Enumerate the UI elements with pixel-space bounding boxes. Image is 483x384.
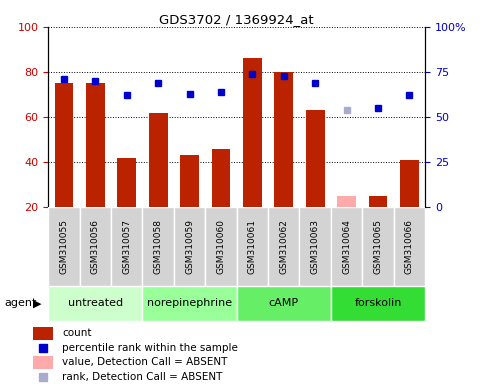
Bar bbox=[274, 72, 293, 207]
Text: rank, Detection Call = ABSENT: rank, Detection Call = ABSENT bbox=[62, 372, 223, 382]
Text: GSM310055: GSM310055 bbox=[59, 219, 69, 274]
Bar bbox=[48, 286, 142, 321]
Text: GSM310066: GSM310066 bbox=[405, 219, 414, 274]
Bar bbox=[306, 110, 325, 207]
Text: forskolin: forskolin bbox=[354, 298, 402, 308]
Text: GSM310064: GSM310064 bbox=[342, 219, 351, 274]
Bar bbox=[55, 83, 73, 207]
Bar bbox=[80, 207, 111, 286]
Bar bbox=[362, 207, 394, 286]
Text: GSM310058: GSM310058 bbox=[154, 219, 163, 274]
Bar bbox=[142, 286, 237, 321]
Bar bbox=[149, 113, 168, 207]
Text: GSM310061: GSM310061 bbox=[248, 219, 257, 274]
Bar bbox=[86, 83, 105, 207]
Bar bbox=[212, 149, 230, 207]
Bar bbox=[33, 327, 54, 339]
Bar bbox=[48, 207, 80, 286]
Bar bbox=[237, 207, 268, 286]
Text: cAMP: cAMP bbox=[269, 298, 299, 308]
Bar bbox=[394, 207, 425, 286]
Bar bbox=[331, 207, 362, 286]
Bar bbox=[331, 286, 425, 321]
Bar bbox=[33, 356, 54, 369]
Bar bbox=[180, 156, 199, 207]
Text: GSM310056: GSM310056 bbox=[91, 219, 100, 274]
Text: GSM310059: GSM310059 bbox=[185, 219, 194, 274]
Bar bbox=[243, 58, 262, 207]
Title: GDS3702 / 1369924_at: GDS3702 / 1369924_at bbox=[159, 13, 314, 26]
Bar bbox=[369, 196, 387, 207]
Bar bbox=[117, 158, 136, 207]
Bar bbox=[174, 207, 205, 286]
Text: untreated: untreated bbox=[68, 298, 123, 308]
Bar bbox=[400, 160, 419, 207]
Text: value, Detection Call = ABSENT: value, Detection Call = ABSENT bbox=[62, 358, 227, 367]
Bar bbox=[142, 207, 174, 286]
Text: ▶: ▶ bbox=[33, 298, 42, 308]
Text: GSM310060: GSM310060 bbox=[216, 219, 226, 274]
Text: agent: agent bbox=[5, 298, 37, 308]
Text: GSM310057: GSM310057 bbox=[122, 219, 131, 274]
Text: count: count bbox=[62, 328, 92, 338]
Bar bbox=[237, 286, 331, 321]
Bar bbox=[299, 207, 331, 286]
Text: percentile rank within the sample: percentile rank within the sample bbox=[62, 343, 238, 353]
Text: GSM310063: GSM310063 bbox=[311, 219, 320, 274]
Bar bbox=[337, 196, 356, 207]
Bar bbox=[205, 207, 237, 286]
Bar bbox=[111, 207, 142, 286]
Text: GSM310065: GSM310065 bbox=[373, 219, 383, 274]
Bar bbox=[268, 207, 299, 286]
Text: GSM310062: GSM310062 bbox=[279, 219, 288, 274]
Text: norepinephrine: norepinephrine bbox=[147, 298, 232, 308]
